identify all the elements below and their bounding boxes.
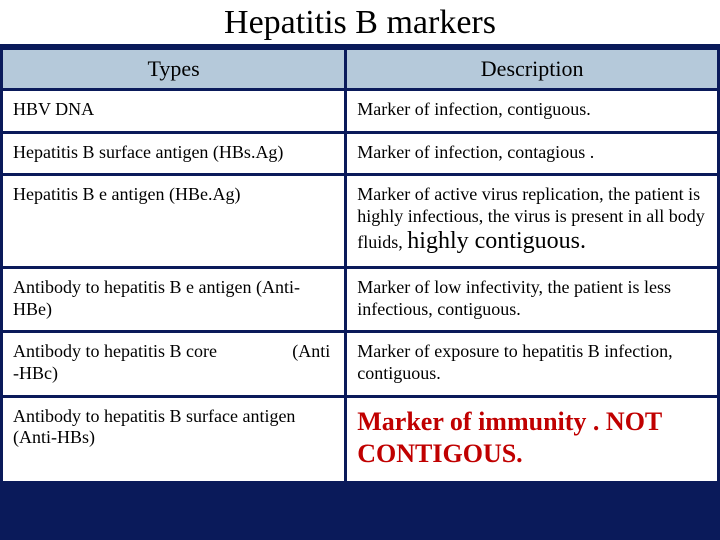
- cell-desc: Marker of low infectivity, the patient i…: [347, 269, 717, 330]
- col-header-types: Types: [3, 50, 344, 88]
- type-post: -HBc): [13, 363, 58, 383]
- cell-type: Antibody to hepatitis B core (Anti -HBc): [3, 333, 344, 394]
- table-row: Antibody to hepatitis B core(Anti -HBc) …: [3, 333, 717, 394]
- table-row: Hepatitis B e antigen (HBe.Ag) Marker of…: [3, 176, 717, 266]
- cell-type: HBV DNA: [3, 91, 344, 131]
- type-right: (Anti: [292, 341, 330, 363]
- desc-red: Marker of immunity . NOT CONTIGOUS.: [357, 407, 662, 469]
- cell-desc: Marker of immunity . NOT CONTIGOUS.: [347, 398, 717, 481]
- cell-type: Hepatitis B e antigen (HBe.Ag): [3, 176, 344, 266]
- type-pre: Antibody to hepatitis B core: [13, 341, 217, 361]
- table-row: Hepatitis B surface antigen (HBs.Ag) Mar…: [3, 134, 717, 174]
- page-title: Hepatitis B markers: [0, 0, 720, 47]
- cell-type: Hepatitis B surface antigen (HBs.Ag): [3, 134, 344, 174]
- table-row: Antibody to hepatitis B e antigen (Anti-…: [3, 269, 717, 330]
- cell-type: Antibody to hepatitis B e antigen (Anti-…: [3, 269, 344, 330]
- markers-table: Types Description HBV DNA Marker of infe…: [0, 47, 720, 484]
- cell-desc: Marker of active virus replication, the …: [347, 176, 717, 266]
- table-row: Antibody to hepatitis B surface antigen …: [3, 398, 717, 481]
- desc-emph: highly contiguous.: [407, 228, 586, 254]
- col-header-description: Description: [347, 50, 717, 88]
- cell-type: Antibody to hepatitis B surface antigen …: [3, 398, 344, 481]
- cell-desc: Marker of infection, contagious .: [347, 134, 717, 174]
- cell-desc: Marker of infection, contiguous.: [347, 91, 717, 131]
- cell-desc: Marker of exposure to hepatitis B infect…: [347, 333, 717, 394]
- table-row: HBV DNA Marker of infection, contiguous.: [3, 91, 717, 131]
